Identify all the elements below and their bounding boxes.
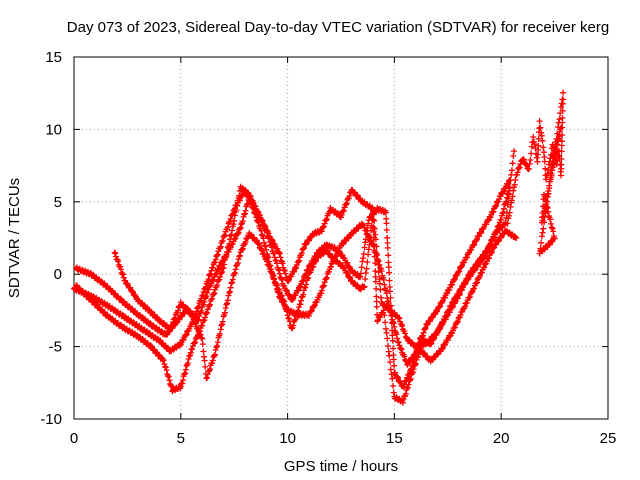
y-axis-tick-labels: -10 -5 0 5 10 15 [40, 49, 62, 428]
y-tick-label: 10 [45, 121, 62, 138]
x-tick-label: 10 [279, 430, 296, 447]
axis-ticks [73, 56, 609, 420]
x-tick-label: 15 [386, 430, 403, 447]
data-point-markers [504, 89, 567, 257]
x-axis-label: GPS time / hours [284, 458, 398, 475]
series-track-3 [111, 209, 520, 406]
data-points [71, 89, 567, 406]
series-track-5 [504, 89, 567, 257]
y-tick-label: 0 [54, 266, 62, 283]
x-tick-label: 0 [70, 430, 78, 447]
y-tick-label: 15 [45, 49, 62, 66]
y-tick-label: 5 [54, 194, 62, 211]
x-axis-tick-labels: 0 5 10 15 20 25 [70, 430, 617, 447]
grid-lines [74, 57, 608, 419]
data-point-markers [111, 209, 520, 406]
data-point-markers [73, 183, 513, 395]
series-track-4 [73, 183, 513, 395]
y-axis-label: SDTVAR / TECUs [6, 178, 23, 298]
x-tick-label: 5 [177, 430, 185, 447]
y-tick-label: -5 [49, 339, 62, 356]
plot-frame [73, 56, 609, 420]
x-tick-label: 20 [493, 430, 510, 447]
x-tick-label: 25 [600, 430, 617, 447]
chart-title: Day 073 of 2023, Sidereal Day-to-day VTE… [67, 19, 609, 36]
y-tick-label: -10 [40, 411, 62, 428]
